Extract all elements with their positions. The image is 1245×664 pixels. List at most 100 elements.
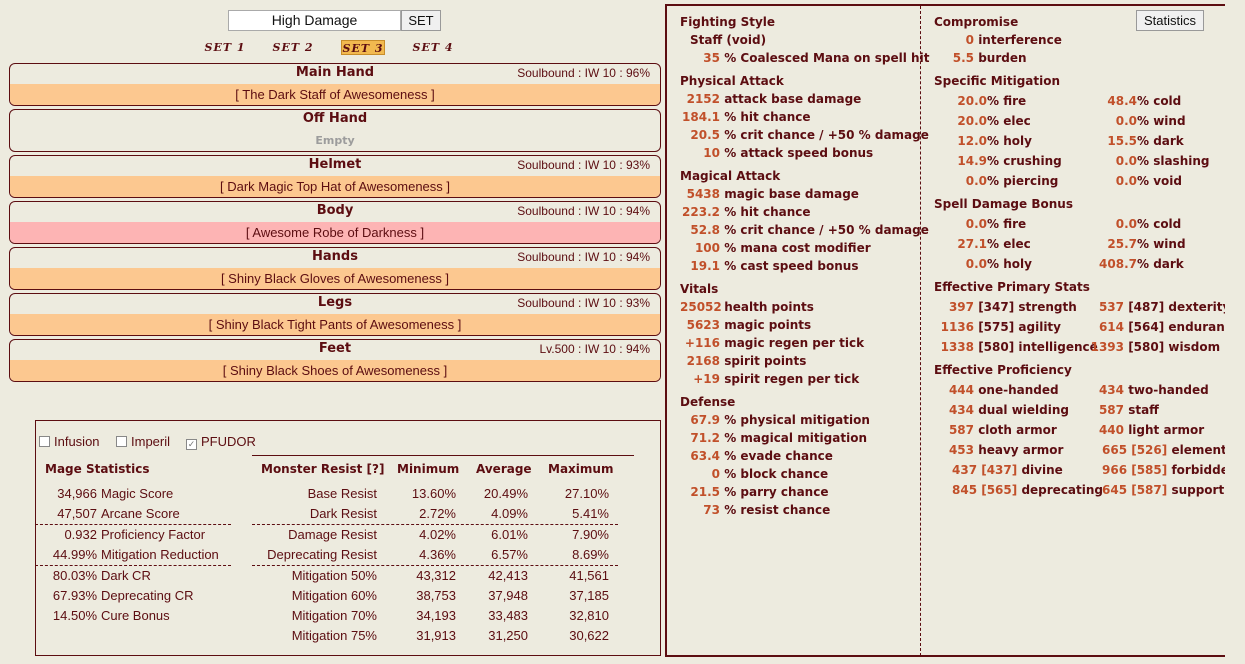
equipped-item[interactable]: [ Shiny Black Shoes of Awesomeness ] [10, 360, 660, 381]
pfudor-label: PFUDOR [201, 434, 256, 449]
stat-row: 35 % Coalesced Mana on spell hit [680, 51, 929, 65]
stat-label: % crit chance / +50 % damage [724, 223, 929, 237]
stat-row: 5.5 burden [934, 51, 1027, 65]
equipped-item[interactable]: [ Awesome Robe of Darkness ] [10, 222, 660, 243]
stat-value: 52.8 [690, 223, 720, 237]
imperil-label: Imperil [131, 434, 171, 449]
stat-row: 0 % block chance [680, 467, 829, 481]
tab-set-4[interactable]: SET 4 [412, 41, 454, 54]
stat-value: 2168 [686, 354, 720, 368]
stat-value: 25052 [680, 300, 722, 314]
tab-set-3[interactable]: SET 3 [341, 40, 385, 55]
resist-min: 38,753 [416, 588, 456, 603]
equipped-item[interactable]: [ Shiny Black Tight Pants of Awesomeness… [10, 314, 660, 335]
equipped-item[interactable]: [ Shiny Black Gloves of Awesomeness ] [10, 268, 660, 289]
stat-row: 587 staff [1090, 403, 1159, 417]
stat-row: 20.0% elec [940, 114, 1030, 128]
stat-row: 0.0% piercing [940, 174, 1059, 188]
stat-label: attack base damage [724, 92, 862, 106]
stat-label: % physical mitigation [724, 413, 870, 427]
checkmark-icon: ✓ [186, 439, 197, 450]
stat-label: % block chance [724, 467, 829, 481]
stat-base: [580] [1128, 340, 1165, 354]
resist-avg: 6.57% [491, 547, 528, 562]
slot-info: Soulbound : IW 10 : 94% [517, 204, 650, 218]
stat-value: 2152 [686, 92, 720, 106]
equipped-item[interactable]: [ Dark Magic Top Hat of Awesomeness ] [10, 176, 660, 197]
stat-row: 14.9% crushing [940, 154, 1061, 168]
resist-max: 5.41% [572, 506, 609, 521]
character-stats-panel [665, 4, 1240, 657]
stat-value: 1338 [940, 340, 974, 354]
tab-set-1[interactable]: SET 1 [204, 41, 246, 54]
stat-row: 2152 attack base damage [680, 92, 862, 106]
stat-label: health points [724, 300, 814, 314]
stat-row: 71.2 % magical mitigation [680, 431, 867, 445]
set-name-input[interactable]: High Damage [228, 10, 401, 31]
minimum-header: Minimum [397, 462, 460, 476]
stat-row: +116 magic regen per tick [680, 336, 864, 350]
slot-body[interactable]: Body Soulbound : IW 10 : 94% [ Awesome R… [9, 201, 661, 244]
stat-label: Arcane Score [101, 506, 180, 521]
tab-set-2[interactable]: SET 2 [272, 41, 314, 54]
stat-row: 0.0% wind [1090, 114, 1186, 128]
stat-row: 73 % resist chance [680, 503, 830, 517]
statistics-button[interactable]: Statistics [1136, 10, 1204, 31]
stat-value: 0.0 [1115, 154, 1137, 168]
stat-value: 27.1 [957, 237, 987, 251]
stat-label: dual wielding [978, 403, 1069, 417]
stat-label: % cast speed bonus [724, 259, 859, 273]
stat-label: % dark [1137, 257, 1184, 271]
set-button[interactable]: SET [401, 10, 441, 31]
stat-row: 0.0% slashing [1090, 154, 1210, 168]
stat-label: intelligence [1018, 340, 1098, 354]
monster-resist-header[interactable]: Monster Resist [?] [261, 462, 385, 476]
resist-min: 2.72% [419, 506, 456, 521]
pfudor-checkbox[interactable]: ✓ PFUDOR [186, 434, 256, 450]
fighting-style-value: Staff (void) [690, 33, 767, 47]
stat-value: 34,966 [57, 486, 97, 501]
resist-min: 34,193 [416, 608, 456, 623]
mage-stat-row: 67.93% Deprecating CR [45, 588, 225, 603]
slot-off-hand[interactable]: Off Hand Empty [9, 109, 661, 152]
effective-primary-stats-title: Effective Primary Stats [934, 280, 1090, 294]
slot-helmet[interactable]: Helmet Soulbound : IW 10 : 93% [ Dark Ma… [9, 155, 661, 198]
resist-avg: 20.49% [483, 486, 528, 501]
divider [35, 565, 231, 566]
equipped-item[interactable]: [ The Dark Staff of Awesomeness ] [10, 84, 660, 105]
stat-value: 21.5 [690, 485, 720, 499]
stat-label: % parry chance [724, 485, 829, 499]
mage-stat-row: 0.932 Proficiency Factor [45, 527, 225, 542]
resist-max: 30,622 [569, 628, 609, 643]
divider [252, 524, 618, 525]
stat-row: 397 [347] strength [940, 300, 1077, 314]
stat-value: 80.03% [52, 568, 97, 583]
stat-label: dexterity [1168, 300, 1231, 314]
stat-value: +116 [684, 336, 720, 350]
stat-value: 5623 [686, 318, 720, 332]
resist-max: 41,561 [569, 568, 609, 583]
stat-label: interference [978, 33, 1062, 47]
slot-hands[interactable]: Hands Soulbound : IW 10 : 94% [ Shiny Bl… [9, 247, 661, 290]
resist-label: Mitigation 50% [291, 568, 377, 583]
slot-main-hand[interactable]: Main Hand Soulbound : IW 10 : 96% [ The … [9, 63, 661, 106]
slot-feet[interactable]: Feet Lv.500 : IW 10 : 94% [ Shiny Black … [9, 339, 661, 382]
stat-label: two-handed [1128, 383, 1209, 397]
stat-row: 5438 magic base damage [680, 187, 859, 201]
slot-info: Soulbound : IW 10 : 94% [517, 250, 650, 264]
stat-value: 0.932 [64, 527, 97, 542]
resist-min: 4.02% [419, 527, 456, 542]
infusion-checkbox[interactable]: Infusion [39, 434, 100, 449]
stat-label: divine [1021, 463, 1063, 477]
divider [252, 565, 618, 566]
slot-legs[interactable]: Legs Soulbound : IW 10 : 93% [ Shiny Bla… [9, 293, 661, 336]
imperil-checkbox[interactable]: Imperil [116, 434, 170, 449]
stat-row: 67.9 % physical mitigation [680, 413, 870, 427]
stat-value: 20.5 [690, 128, 720, 142]
stat-row: 408.7% dark [1090, 257, 1184, 271]
mage-stat-row: 14.50% Cure Bonus [45, 608, 225, 623]
mage-stat-row: 47,507 Arcane Score [45, 506, 225, 521]
stat-row: 440 light armor [1090, 423, 1204, 437]
stat-value: 14.9 [957, 154, 987, 168]
stat-value: 20.0 [957, 114, 987, 128]
